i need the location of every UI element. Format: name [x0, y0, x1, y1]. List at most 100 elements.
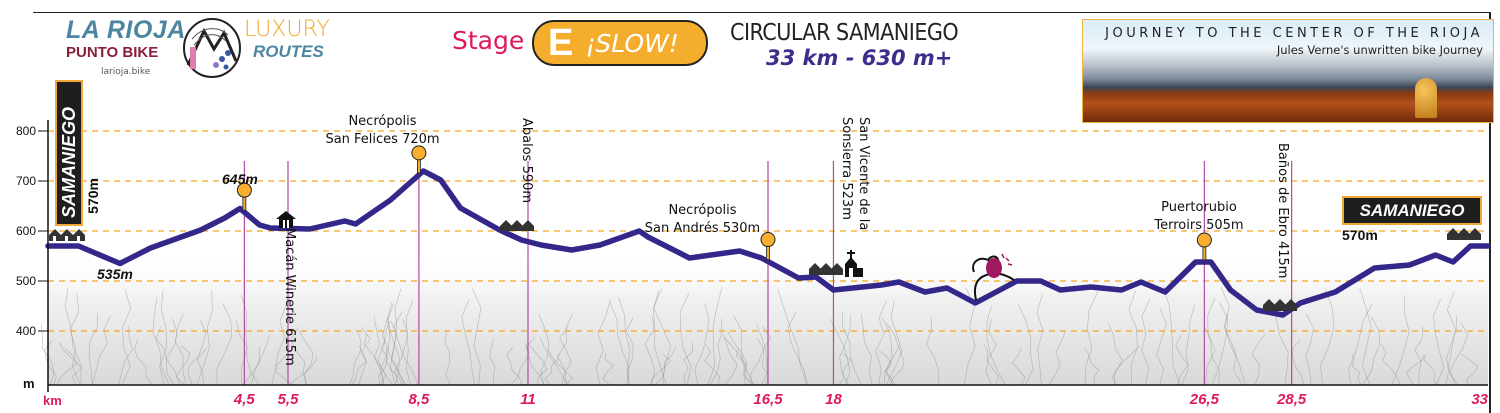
vine-stroke	[985, 318, 997, 386]
vine-stroke	[118, 326, 133, 386]
banner-title: JOURNEY TO THE CENTER OF THE RIOJA	[1105, 26, 1483, 41]
vine-stroke	[250, 334, 271, 386]
vine-stroke	[707, 287, 723, 386]
vine-stroke	[529, 344, 548, 386]
banos-de-ebro-label: Baños de Ebro 415m	[1275, 143, 1290, 279]
vine-stroke	[1391, 295, 1410, 386]
vine-stroke	[393, 311, 419, 386]
vine-stroke	[1448, 322, 1468, 386]
vine-stroke	[1128, 290, 1138, 386]
vine-stroke	[709, 318, 723, 386]
vine-stroke	[679, 293, 692, 386]
vine-stroke	[618, 297, 631, 386]
vine-stroke	[1036, 294, 1044, 386]
finish-town-name: SAMANIEGO	[1359, 201, 1465, 220]
vine-stroke	[349, 330, 362, 386]
stone-hut-image	[1415, 78, 1437, 118]
luxury-label: LUXURY	[244, 17, 330, 42]
finish-elevation: 570m	[1342, 227, 1378, 243]
vine-stroke	[382, 302, 405, 386]
vine-stroke	[1414, 326, 1424, 386]
vine-stroke	[1156, 308, 1167, 386]
pin-stem	[417, 158, 421, 174]
san-felices-line2: San Felices 720m	[325, 132, 440, 147]
vine-stroke	[1108, 322, 1123, 386]
brand-subtitle: PUNTO BIKE	[66, 44, 159, 61]
vine-stroke	[787, 312, 807, 386]
vine-stroke	[650, 353, 671, 386]
vine-stroke	[58, 342, 82, 386]
pin-marker	[1196, 232, 1212, 248]
vine-stroke	[984, 344, 999, 386]
vine-stroke	[41, 323, 55, 386]
vine-stroke	[506, 346, 523, 386]
vine-stroke	[1205, 298, 1216, 386]
vine-stroke	[380, 303, 395, 386]
vine-stroke	[722, 334, 738, 386]
vine-stroke	[829, 318, 851, 386]
vine-stroke	[1381, 344, 1401, 386]
vine-stroke	[351, 345, 367, 386]
vine-stroke	[559, 326, 572, 386]
vine-stroke	[1141, 299, 1150, 386]
stage-letter: E	[548, 21, 574, 64]
page-frame	[33, 12, 1491, 413]
vine-stroke	[538, 314, 550, 386]
vine-stroke	[1348, 304, 1373, 386]
start-elevation: 570m	[85, 178, 101, 214]
puertorubio-line2: Terroirs 505m	[1154, 218, 1244, 233]
vine-stroke	[289, 354, 318, 386]
vine-stroke	[756, 324, 768, 386]
vine-stroke	[69, 292, 81, 386]
vine-stroke	[1445, 316, 1457, 386]
banner-subtitle: Jules Verne's unwritten bike Journey	[1276, 43, 1483, 57]
vine-stroke	[165, 318, 181, 386]
vine-stroke	[733, 315, 755, 386]
vine-stroke	[889, 345, 905, 386]
x-tick-label: 26,5	[1189, 391, 1220, 408]
vine-stroke	[886, 300, 903, 386]
vine-stroke	[727, 331, 752, 386]
x-tick-label: 11	[520, 391, 536, 408]
vine-stroke	[175, 313, 187, 386]
vine-stroke	[216, 303, 233, 386]
vine-stroke	[547, 349, 574, 386]
vine-stroke	[654, 346, 676, 386]
vine-stroke	[1220, 286, 1246, 386]
vine-stroke	[461, 299, 475, 386]
vine-stroke	[1251, 334, 1266, 386]
cyclist-logo-icon	[972, 253, 1015, 301]
san-vicente-line1: San Vicente de la	[856, 117, 871, 231]
routes-label: ROUTES	[253, 42, 324, 61]
vine-stroke	[377, 321, 393, 386]
vine-stroke	[683, 342, 694, 386]
vine-stroke	[602, 352, 614, 386]
vine-stroke	[881, 317, 893, 386]
vine-stroke	[159, 290, 167, 386]
vine-stroke	[134, 339, 153, 386]
vine-stroke	[405, 300, 414, 386]
y-tick-label: 800	[16, 124, 36, 138]
vine-stroke	[155, 326, 175, 386]
stage-badge: E ¡SLOW!	[532, 20, 708, 66]
low-point-label: 535m	[97, 266, 133, 282]
san-vicente-label: San Vicente de la Sonsierra 523m	[838, 117, 872, 230]
x-tick-label: 33	[1471, 391, 1488, 408]
vine-stroke	[1359, 287, 1372, 386]
x-axis-label: km	[43, 393, 62, 408]
vine-stroke	[271, 305, 287, 386]
pin-stem	[1202, 245, 1207, 261]
finish-town-box: SAMANIEGO	[1342, 196, 1482, 225]
vine-stroke	[378, 339, 388, 386]
vine-stroke	[175, 345, 191, 386]
stage-pace: ¡SLOW!	[585, 28, 679, 58]
vine-stroke	[394, 318, 408, 386]
x-tick-label: 8,5	[408, 391, 430, 408]
san-vicente-line2: Sonsierra 523m	[839, 117, 854, 220]
vine-stroke	[1351, 353, 1362, 386]
vine-stroke	[187, 348, 207, 386]
vine-stroke	[152, 297, 170, 386]
vine-stroke	[885, 322, 900, 386]
vine-stroke	[653, 288, 672, 386]
san-felices-label: Necrópolis San Felices 720m	[310, 113, 455, 149]
